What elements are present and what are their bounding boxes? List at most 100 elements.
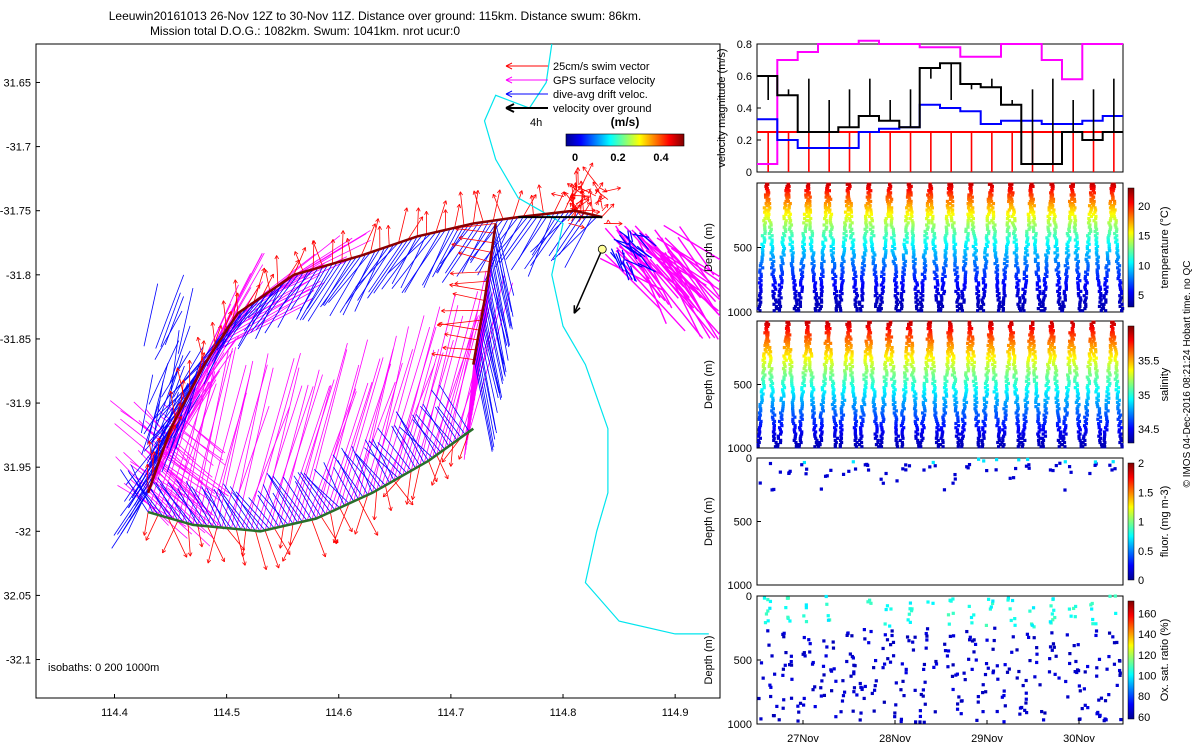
profile-dot	[875, 424, 879, 428]
profile-dot	[822, 223, 826, 227]
profile-dot	[881, 409, 885, 413]
profile-dot	[859, 415, 863, 419]
profile-dot	[1083, 306, 1087, 311]
profile-dot	[829, 249, 833, 253]
profile-dot	[1082, 294, 1086, 298]
profile-dot	[792, 394, 796, 398]
profile-dot	[887, 341, 891, 345]
gps-vector	[245, 358, 295, 531]
profile-dot	[873, 413, 878, 417]
profile-dot	[889, 221, 894, 225]
profile-dot	[798, 294, 802, 298]
profile-dot	[1029, 333, 1033, 337]
speed-colorbar-tick-0: 0	[572, 152, 578, 164]
profile-dot	[890, 236, 894, 240]
profile-dot	[821, 246, 825, 251]
profile-dot	[989, 337, 993, 341]
profile-dot	[771, 289, 775, 294]
profile-dot	[1076, 246, 1080, 251]
profile-dot	[1025, 244, 1029, 249]
profile-dot	[1068, 236, 1072, 240]
profile-dot	[783, 339, 787, 343]
profile-dot	[919, 440, 923, 445]
profile-dot	[772, 421, 776, 426]
profile-dot	[873, 432, 877, 436]
profile-dot	[1025, 231, 1029, 236]
profile-dot	[862, 268, 866, 272]
drift-vector	[203, 490, 232, 529]
profile-dot	[1030, 337, 1035, 341]
profile-dot	[828, 356, 832, 360]
profile-dot	[1092, 199, 1096, 204]
legend-ground-head	[505, 103, 515, 113]
profile-dot	[919, 445, 923, 449]
swim-vector	[282, 521, 303, 562]
profile-dot	[805, 206, 809, 210]
profile-dot	[871, 261, 875, 266]
profile-dot	[882, 394, 887, 398]
profile-dot	[894, 419, 898, 424]
profile-dot	[981, 287, 986, 291]
profile-dot	[849, 356, 853, 360]
profile-dot	[985, 356, 989, 360]
profile-dot	[941, 440, 945, 445]
legend-ground-label: velocity over ground	[553, 103, 651, 115]
profile-dot	[830, 259, 835, 264]
swim-vector	[431, 448, 446, 486]
profile-dot	[955, 270, 959, 274]
profile-dot	[757, 304, 762, 309]
profile-dot	[840, 417, 844, 421]
profile-dot	[907, 208, 911, 212]
profile-dot	[821, 270, 825, 274]
profile-dot	[905, 210, 909, 214]
profile-dot	[833, 438, 837, 443]
profile-dot	[884, 238, 888, 242]
profile-dot	[850, 214, 854, 219]
drift-vector	[324, 255, 362, 306]
profile-dot	[901, 253, 906, 257]
drift-vector	[128, 451, 163, 508]
profile-dot	[901, 400, 906, 405]
profile-dot	[858, 300, 862, 304]
profile-dot	[1076, 283, 1080, 287]
profile-dot	[1045, 373, 1049, 377]
swim-vector	[285, 259, 300, 281]
profile-dot	[798, 409, 803, 413]
profile-dot	[882, 276, 886, 281]
profile-dot	[963, 421, 967, 426]
profile-dot	[807, 182, 811, 186]
profile-dot	[840, 392, 844, 396]
swim-vector-head	[345, 237, 351, 243]
profile-dot	[868, 193, 872, 197]
profile-dot	[770, 375, 774, 379]
profile-dot	[974, 279, 978, 283]
profile-dot	[831, 386, 835, 390]
swim-vector-head	[551, 192, 556, 197]
profile-dot	[883, 354, 888, 358]
drift-vector	[332, 454, 364, 498]
profile-dot	[952, 240, 956, 244]
profile-dot	[978, 306, 982, 311]
profile-dot	[852, 285, 856, 289]
profile-dot	[868, 337, 872, 341]
profile-dot	[1046, 371, 1050, 375]
swim-vector-head	[560, 191, 565, 196]
profile-dot	[960, 417, 965, 421]
profile-dot	[1013, 234, 1017, 238]
profile-dot	[834, 294, 839, 298]
profile-dot	[993, 405, 998, 409]
profile-dot	[895, 285, 899, 289]
profile-dot	[784, 337, 788, 341]
drift-vector	[293, 475, 322, 517]
drift-vector	[297, 472, 327, 515]
profile-dot	[831, 268, 835, 272]
profile-dot	[1050, 195, 1054, 199]
drift-vector	[422, 403, 450, 447]
profile-dot	[869, 208, 873, 212]
profile-dot	[1052, 212, 1056, 216]
profile-dot	[873, 266, 877, 270]
profile-dot	[800, 402, 804, 407]
profile-dot	[1071, 358, 1076, 362]
profile-dot	[1014, 242, 1018, 246]
profile-dot	[964, 229, 968, 234]
